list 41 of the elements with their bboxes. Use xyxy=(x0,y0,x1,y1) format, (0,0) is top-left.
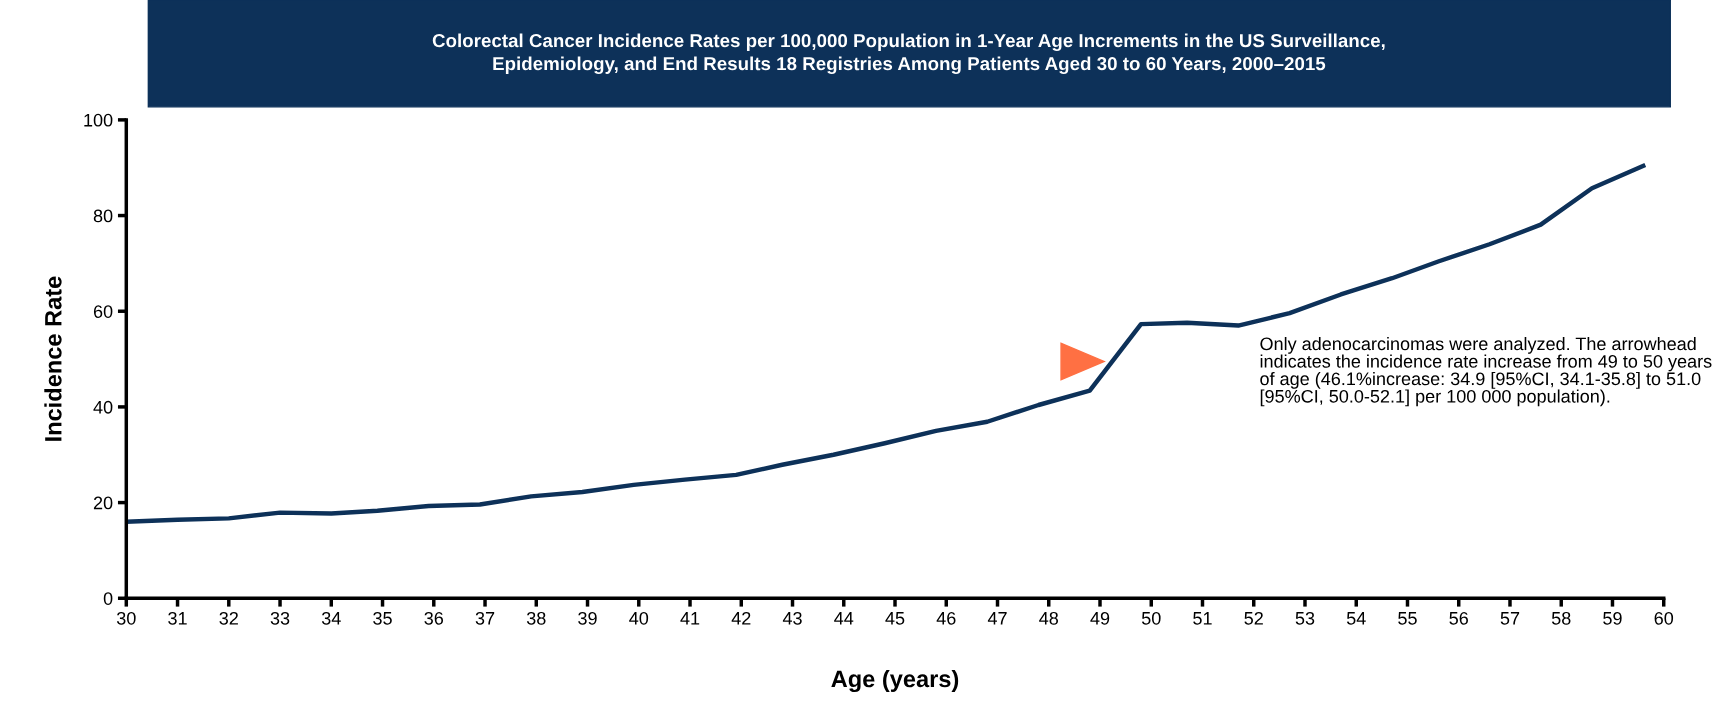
y-tick-label: 0 xyxy=(103,592,113,605)
x-tick-label: 44 xyxy=(834,612,854,625)
x-tick-label: 35 xyxy=(373,611,392,625)
x-tick-label: 57 xyxy=(1500,612,1520,625)
x-tick-label: 42 xyxy=(731,611,751,625)
x-tick-label: 54 xyxy=(1346,612,1366,625)
x-tick-label: 38 xyxy=(526,611,546,625)
x-tick-label: 33 xyxy=(270,611,290,625)
chart-title: Colorectal Cancer Incidence Rates per 100,000 Population in 1-Year Age Increments in the US Surveillance, Epidemiology, and End Results 18 Registries Among Patients Aged 30 to 60 Years, 2000–2015 xyxy=(432,33,1385,75)
y-tick-label: 80 xyxy=(93,209,113,223)
x-tick-label: 30 xyxy=(116,611,136,625)
y-axis-title: Incidence Rate xyxy=(44,276,62,441)
x-tick-label: 36 xyxy=(424,611,444,625)
x-tick-label: 59 xyxy=(1603,611,1622,625)
x-tick-label: 39 xyxy=(578,611,597,625)
x-tick-label: 56 xyxy=(1449,611,1468,625)
x-tick-label: 43 xyxy=(782,611,802,625)
x-tick-label: 48 xyxy=(1039,611,1059,625)
x-tick-label: 34 xyxy=(321,611,341,625)
x-tick-label: 58 xyxy=(1551,611,1571,625)
y-tick-label: 40 xyxy=(93,400,113,414)
x-tick-label: 52 xyxy=(1244,611,1263,625)
x-tick-label: 51 xyxy=(1193,612,1212,625)
x-tick-label: 46 xyxy=(936,611,956,625)
x-tick-label: 37 xyxy=(475,611,495,625)
x-tick-label: 53 xyxy=(1295,611,1315,625)
y-tick-label: 20 xyxy=(93,496,113,510)
x-tick-label: 50 xyxy=(1141,611,1161,625)
x-tick-label: 47 xyxy=(987,612,1007,625)
x-tick-label: 55 xyxy=(1398,612,1417,625)
x-tick-label: 60 xyxy=(1654,611,1674,625)
x-tick-label: 31 xyxy=(168,611,187,625)
x-tick-label: 41 xyxy=(680,612,700,625)
x-axis-title: Age (years) xyxy=(831,669,959,693)
x-tick-label: 40 xyxy=(629,611,649,625)
x-tick-label: 49 xyxy=(1090,611,1110,625)
y-tick-label: 60 xyxy=(93,305,113,318)
x-tick-label: 32 xyxy=(219,611,238,625)
x-tick-label: 45 xyxy=(885,612,905,625)
annotation: Only adenocarcinomas were analyzed. The arrowhead indicates the incidence rate increase from 49 to 50 years of age (46.1%increase: 34.9 [95%CI, 34.1-35.8] to 51.0 [95%CI, 50.0-52.1] per 100 000 population). xyxy=(1260,336,1712,407)
y-tick-label: 100 xyxy=(84,113,113,127)
